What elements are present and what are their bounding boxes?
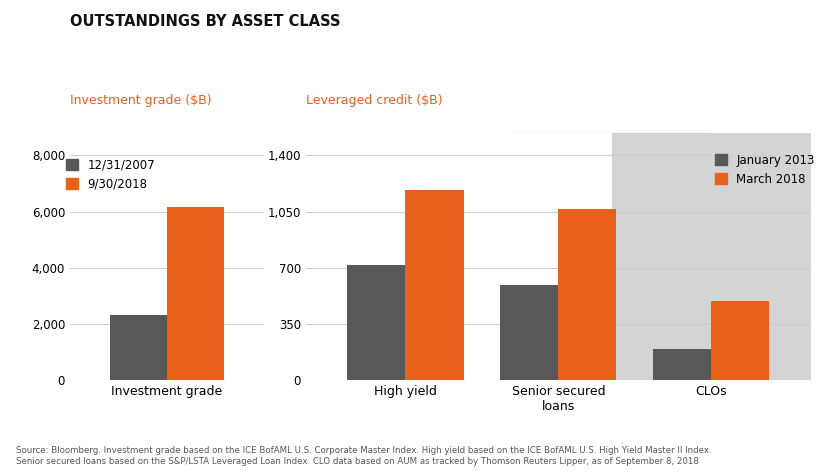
Legend: January 2013, March 2018: January 2013, March 2018 [715,154,815,186]
Text: Source: Bloomberg. Investment grade based on the ICE BofAML U.S. Corporate Maste: Source: Bloomberg. Investment grade base… [16,446,712,466]
Bar [500,285,558,380]
Bar [611,133,811,380]
Text: Leveraged credit ($B): Leveraged credit ($B) [306,94,443,107]
Bar [347,266,406,380]
Bar [558,209,616,380]
Bar [110,315,167,380]
Bar [406,190,463,380]
Bar [711,302,770,380]
Bar [167,208,224,380]
Legend: 12/31/2007, 9/30/2018: 12/31/2007, 9/30/2018 [66,159,155,190]
Text: OUTSTANDINGS BY ASSET CLASS: OUTSTANDINGS BY ASSET CLASS [70,14,341,29]
Bar [653,349,711,380]
Text: Investment grade ($B): Investment grade ($B) [70,94,212,107]
